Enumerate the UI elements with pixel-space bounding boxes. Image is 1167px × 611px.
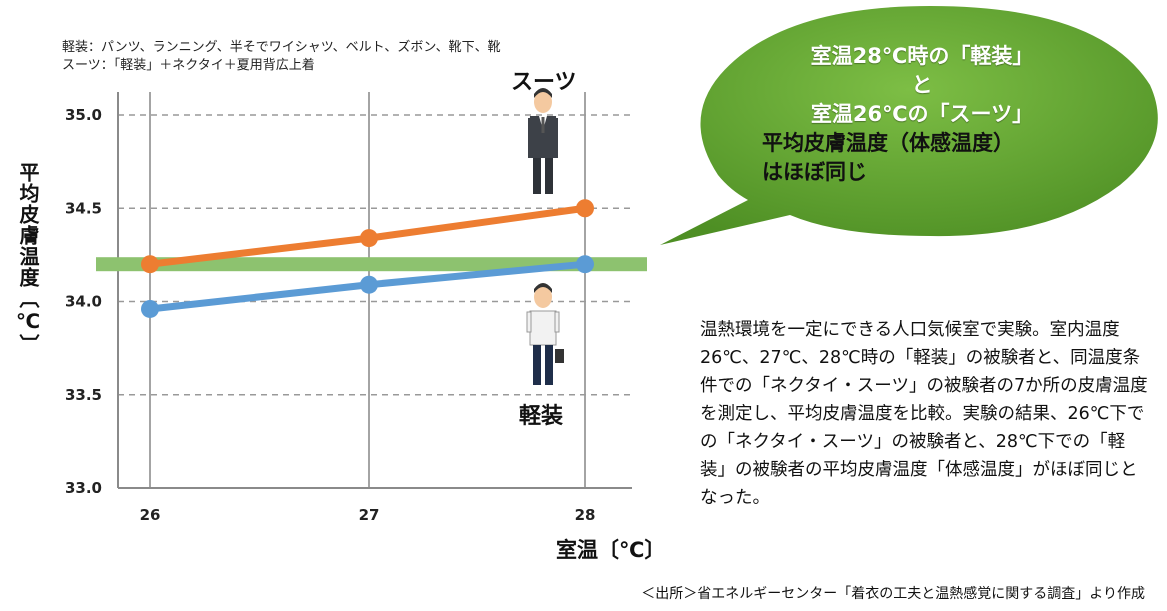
data-point-casual [360,275,378,294]
y-tick-label: 35.0 [65,106,102,124]
reference-band [96,257,647,272]
y-tick-label: 33.0 [65,479,102,497]
bubble-line-2: と [911,73,933,97]
bubble-line-4: 平均皮膚温度（体感温度） [762,131,1014,155]
x-tick-label: 26 [140,506,161,524]
bubble-line-5: はほぼ同じ [762,160,867,184]
description-text: 温熱環境を一定にできる人口気候室で実験。室内温度26℃、27℃、28℃時の「軽装… [700,320,1148,508]
x-tick-label: 27 [359,506,380,524]
y-tick-label: 33.5 [65,386,102,404]
data-point-casual [576,255,594,274]
bubble-line-1: 室温28℃時の「軽装」 [810,44,1034,68]
bubble-message: 室温28℃時の「軽装」 と 室温26℃の「スーツ」 平均皮膚温度（体感温度） は… [696,42,1148,187]
x-axis-label: 室温〔℃〕 [556,538,666,562]
y-axis-label: 平均皮膚温度〔℃〕 [16,162,40,355]
series-label-casual: 軽装 [519,404,564,429]
data-point-suit [360,229,378,248]
legend-suit-definition: スーツ：「軽装」＋ネクタイ＋夏用背広上着 [62,58,315,73]
x-tick-label: 28 [575,506,596,524]
y-tick-label: 34.5 [65,199,102,217]
suit-person-icon [528,88,558,194]
casual-person-icon [526,283,564,385]
bubble-line-3: 室温26℃の「スーツ」 [810,102,1034,126]
data-point-suit [141,255,159,274]
legend-casual-definition: 軽装：パンツ、ランニング、半そでワイシャツ、ベルト、ズボン、靴下、靴 [62,40,501,55]
data-point-casual [141,299,159,318]
data-point-suit [576,199,594,218]
speech-bubble [660,6,1158,245]
source-note: ＜出所＞省エネルギーセンター「着衣の工夫と温熱感覚に関する調査」より作成 [641,586,1145,602]
y-tick-label: 34.0 [65,293,102,311]
series-label-suit: スーツ [511,70,577,95]
